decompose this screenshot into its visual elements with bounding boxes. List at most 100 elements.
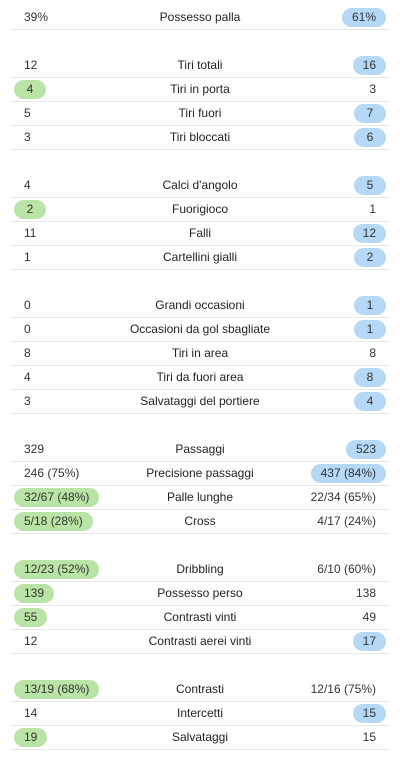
stat-label: Tiri bloccati [169,130,231,144]
stat-row: Precisione passaggi 246 (75%) 437 (84%) [10,462,390,486]
stat-row: Tiri in area 8 8 [10,342,390,366]
stat-label: Cartellini gialli [162,250,238,264]
away-value: 4 [354,392,386,411]
stats-group: Grandi occasioni 0 1 Occasioni da gol sbagl… [0,294,400,414]
home-value: 12/23 (52%) [14,560,100,579]
stat-row: Occasioni da gol sbagliate 0 1 [10,318,390,342]
stat-label: Fuorigioco [171,202,229,216]
stat-label: Contrasti aerei vinti [148,634,252,648]
away-value: 2 [354,248,386,267]
home-value: 13/19 (68%) [14,680,100,699]
home-value: 4 [24,178,31,192]
away-value: 12 [352,224,386,243]
stats-group: Possesso palla 39% 61% [0,6,400,30]
stat-label: Palle lunghe [166,490,234,504]
stats-group: Contrasti 13/19 (68%) 12/16 (75%) Intercett… [0,678,400,750]
stat-row: Tiri bloccati 3 6 [10,126,390,150]
stat-row: Salvataggi del portiere 3 4 [10,390,390,414]
stat-label: Calci d'angolo [162,178,238,192]
home-value: 2 [14,200,46,219]
home-value: 32/67 (48%) [14,488,100,507]
away-value: 523 [345,440,386,459]
away-value: 8 [369,346,376,360]
stat-label: Passaggi [175,442,225,456]
stat-row: Tiri da fuori area 4 8 [10,366,390,390]
stat-row: Calci d'angolo 4 5 [10,174,390,198]
away-value: 61% [341,8,386,27]
stat-row: Tiri in porta 4 3 [10,78,390,102]
away-value: 1 [369,202,376,216]
stat-label: Tiri in porta [170,82,230,96]
home-value: 4 [24,370,31,384]
stat-label: Precisione passaggi [146,466,254,480]
home-value: 5 [24,106,31,120]
stat-label: Tiri da fuori area [156,370,244,384]
home-value: 0 [24,298,31,312]
stat-label: Possesso perso [157,586,243,600]
stat-label: Intercetti [176,706,224,720]
stat-row: Contrasti aerei vinti 12 17 [10,630,390,654]
stat-label: Contrasti vinti [163,610,237,624]
stats-group: Tiri totali 12 16 Tiri in porta 4 3 Tiri fuori… [0,54,400,150]
stat-label: Cross [184,514,216,528]
stat-row: Falli 11 12 [10,222,390,246]
stat-row: Contrasti 13/19 (68%) 12/16 (75%) [10,678,390,702]
stat-row: Salvataggi 19 15 [10,726,390,750]
away-value: 3 [369,82,376,96]
stat-row: Possesso palla 39% 61% [10,6,390,30]
stat-row: Dribbling 12/23 (52%) 6/10 (60%) [10,558,390,582]
stat-label: Tiri fuori [178,106,222,120]
stat-label: Possesso palla [159,10,241,24]
match-stats-panel: Possesso palla 39% 61% Tiri totali 12 16 Tiri … [0,6,400,750]
away-value: 6 [354,128,386,147]
away-value: 138 [355,586,376,600]
stat-label: Tiri in area [171,346,229,360]
away-value: 437 (84%) [310,464,386,483]
home-value: 55 [14,608,48,627]
away-value: 15 [362,730,376,744]
home-value: 3 [24,130,31,144]
home-value: 19 [14,728,48,747]
home-value: 246 (75%) [24,466,80,480]
away-value: 8 [354,368,386,387]
away-value: 1 [354,320,386,339]
home-value: 3 [24,394,31,408]
away-value: 49 [362,610,376,624]
home-value: 4 [14,80,46,99]
stat-label: Contrasti [175,682,225,696]
home-value: 12 [24,58,38,72]
stats-group: Dribbling 12/23 (52%) 6/10 (60%) Possesso p… [0,558,400,654]
away-value: 16 [352,56,386,75]
stat-label: Dribbling [176,562,224,576]
stat-row: Fuorigioco 2 1 [10,198,390,222]
stat-label: Salvataggi del portiere [140,394,260,408]
stat-row: Cross 5/18 (28%) 4/17 (24%) [10,510,390,534]
home-value: 5/18 (28%) [14,512,93,531]
away-value: 22/34 (65%) [310,490,376,504]
home-value: 12 [24,634,38,648]
home-value: 39% [24,10,49,24]
away-value: 6/10 (60%) [317,562,376,576]
stats-group: Passaggi 329 523 Precisione passaggi 246 (75… [0,438,400,534]
away-value: 17 [352,632,386,651]
home-value: 329 [24,442,45,456]
away-value: 4/17 (24%) [317,514,376,528]
stats-group: Calci d'angolo 4 5 Fuorigioco 2 1 Falli 11 12 Car… [0,174,400,270]
home-value: 8 [24,346,31,360]
away-value: 15 [352,704,386,723]
stat-label: Occasioni da gol sbagliate [129,322,271,336]
stat-label: Falli [188,226,211,240]
stat-label: Grandi occasioni [155,298,245,312]
stat-row: Contrasti vinti 55 49 [10,606,390,630]
away-value: 12/16 (75%) [310,682,376,696]
stat-row: Possesso perso 139 138 [10,582,390,606]
stat-row: Tiri fuori 5 7 [10,102,390,126]
stat-row: Intercetti 14 15 [10,702,390,726]
home-value: 14 [24,706,38,720]
away-value: 5 [354,176,386,195]
stat-row: Cartellini gialli 1 2 [10,246,390,270]
away-value: 1 [354,296,386,315]
stat-row: Grandi occasioni 0 1 [10,294,390,318]
stat-label: Tiri totali [177,58,223,72]
away-value: 7 [354,104,386,123]
